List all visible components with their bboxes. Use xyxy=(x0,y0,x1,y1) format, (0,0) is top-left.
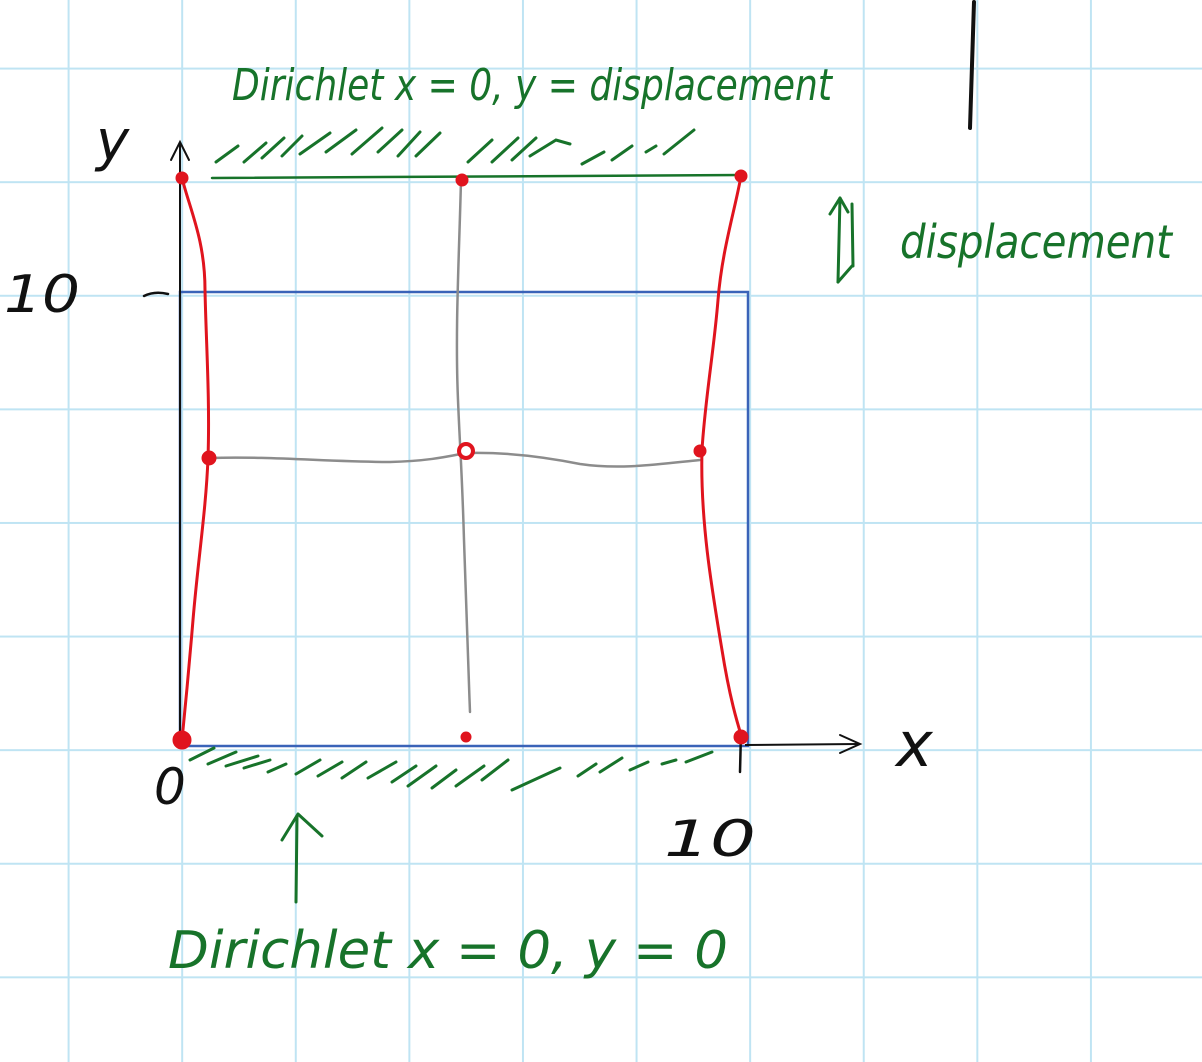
y-axis-label: y xyxy=(94,109,130,174)
node xyxy=(455,173,469,187)
displacement-arrow xyxy=(828,196,855,284)
node xyxy=(693,444,707,458)
node xyxy=(172,730,192,750)
top-boundary-line xyxy=(210,173,744,180)
x-axis-label: x xyxy=(894,708,934,781)
y-tick-10 xyxy=(142,291,170,298)
x-tick-label-10: 10 xyxy=(664,810,756,868)
mesh-nodes xyxy=(172,169,749,750)
node xyxy=(734,169,748,183)
y-axis-arrowhead xyxy=(170,139,190,161)
node xyxy=(201,450,217,466)
node xyxy=(460,731,472,743)
top-bc-label: Dirichlet x = 0, y = displacement xyxy=(232,60,833,111)
node xyxy=(175,171,189,185)
x-axis-arrowhead xyxy=(839,734,863,754)
displacement-label: displacement xyxy=(900,215,1174,269)
node xyxy=(457,442,475,460)
origin-label: 0 xyxy=(154,758,186,816)
top-hatching xyxy=(214,126,696,166)
node xyxy=(733,729,749,745)
bottom-hatching xyxy=(188,746,714,792)
deformed-right-edge xyxy=(700,174,744,740)
stray-stroke xyxy=(968,0,976,130)
x-axis xyxy=(744,743,859,746)
y-tick-label-10: 10 xyxy=(4,265,80,325)
bottom-bc-arrow-head xyxy=(280,812,324,842)
bottom-bc-arrow-shaft xyxy=(294,814,299,904)
bottom-bc-label: Dirichlet x = 0, y = 0 xyxy=(168,921,728,981)
mesh-horizontal-middle xyxy=(208,451,702,468)
